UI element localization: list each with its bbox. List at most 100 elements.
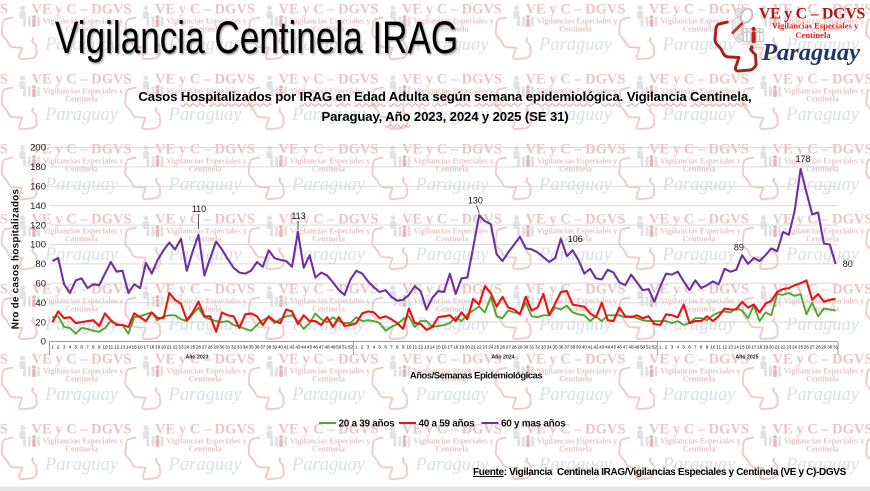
svg-text:2: 2 [361, 345, 364, 350]
svg-text:0: 0 [41, 337, 46, 348]
svg-text:140: 140 [30, 201, 46, 212]
svg-text:10: 10 [102, 345, 108, 350]
svg-text:44: 44 [301, 345, 307, 350]
svg-text:60: 60 [35, 279, 46, 290]
svg-text:60 y mas años: 60 y mas años [501, 419, 566, 430]
svg-text:4: 4 [677, 345, 680, 350]
svg-text:7: 7 [390, 345, 393, 350]
svg-text:7: 7 [694, 345, 697, 350]
svg-text:49: 49 [330, 345, 336, 350]
svg-text:1: 1 [659, 345, 662, 350]
svg-text:31: 31 [225, 345, 231, 350]
svg-text:47: 47 [319, 345, 325, 350]
svg-text:23: 23 [482, 345, 488, 350]
svg-text:45: 45 [307, 345, 313, 350]
svg-text:9: 9 [402, 345, 405, 350]
svg-text:8: 8 [396, 345, 399, 350]
svg-text:40: 40 [278, 345, 284, 350]
svg-text:36: 36 [254, 345, 260, 350]
svg-text:5: 5 [682, 345, 685, 350]
svg-text:17: 17 [447, 345, 453, 350]
svg-text:11: 11 [108, 345, 113, 350]
svg-text:6: 6 [688, 345, 691, 350]
svg-text:4: 4 [69, 345, 72, 350]
svg-text:35: 35 [553, 345, 559, 350]
svg-text:6: 6 [384, 345, 387, 350]
svg-text:8: 8 [700, 345, 703, 350]
svg-text:11: 11 [412, 345, 417, 350]
svg-text:43: 43 [295, 345, 301, 350]
svg-text:23: 23 [786, 345, 792, 350]
svg-text:52: 52 [348, 345, 354, 350]
svg-text:24: 24 [184, 345, 190, 350]
svg-text:20 a 39 años: 20 a 39 años [339, 419, 396, 430]
svg-text:30: 30 [219, 345, 225, 350]
svg-text:24: 24 [488, 345, 494, 350]
svg-text:2: 2 [57, 345, 60, 350]
svg-text:5: 5 [75, 345, 78, 350]
svg-text:9: 9 [98, 345, 101, 350]
svg-text:14: 14 [430, 345, 436, 350]
svg-text:25: 25 [798, 345, 804, 350]
svg-text:34: 34 [547, 345, 553, 350]
svg-text:29: 29 [517, 345, 523, 350]
svg-text:15: 15 [436, 345, 442, 350]
svg-text:180: 180 [30, 162, 46, 173]
svg-text:Vigilancias Especiales y: Vigilancias Especiales y [772, 21, 859, 31]
svg-text:36: 36 [558, 345, 564, 350]
svg-text:50: 50 [336, 345, 342, 350]
svg-text:22: 22 [780, 345, 786, 350]
svg-text:31: 31 [833, 345, 839, 350]
svg-text:3: 3 [367, 345, 370, 350]
svg-text:80: 80 [843, 259, 853, 269]
svg-text:29: 29 [821, 345, 827, 350]
svg-text:13: 13 [728, 345, 734, 350]
svg-text:12: 12 [114, 345, 120, 350]
svg-text:18: 18 [757, 345, 763, 350]
svg-text:40: 40 [35, 298, 46, 309]
svg-text:12: 12 [722, 345, 728, 350]
svg-text:26: 26 [500, 345, 506, 350]
svg-text:10: 10 [710, 345, 716, 350]
svg-text:10: 10 [406, 345, 412, 350]
svg-text:47: 47 [623, 345, 629, 350]
svg-text:Nro de casos hospitalizados: Nro de casos hospitalizados [11, 189, 22, 330]
svg-text:24: 24 [792, 345, 798, 350]
svg-text:27: 27 [506, 345, 512, 350]
svg-text:26: 26 [196, 345, 202, 350]
svg-text:89: 89 [734, 243, 744, 253]
svg-text:50: 50 [640, 345, 646, 350]
svg-text:20: 20 [465, 345, 471, 350]
svg-text:15: 15 [132, 345, 138, 350]
svg-text:Paraguay: Paraguay [761, 39, 860, 66]
svg-text:6: 6 [80, 345, 83, 350]
svg-text:110: 110 [192, 204, 206, 214]
svg-text:100: 100 [30, 240, 46, 251]
svg-text:39: 39 [272, 345, 278, 350]
svg-text:7: 7 [86, 345, 89, 350]
svg-text:20: 20 [35, 317, 46, 328]
svg-text:30: 30 [827, 345, 833, 350]
svg-text:120: 120 [30, 220, 46, 231]
svg-text:20: 20 [769, 345, 775, 350]
svg-text:18: 18 [149, 345, 155, 350]
svg-text:30: 30 [523, 345, 529, 350]
svg-text:34: 34 [243, 345, 249, 350]
svg-text:40 a 59 años: 40 a 59 años [419, 419, 476, 430]
svg-text:Años/Semanas Epidemiológicas: Años/Semanas Epidemiológicas [410, 370, 542, 381]
svg-text:Año 2025: Año 2025 [735, 355, 758, 361]
svg-text:14: 14 [126, 345, 132, 350]
svg-text:18: 18 [453, 345, 459, 350]
svg-text:16: 16 [745, 345, 751, 350]
svg-text:12: 12 [418, 345, 424, 350]
svg-text:16: 16 [441, 345, 447, 350]
svg-text:51: 51 [342, 345, 348, 350]
svg-text:1: 1 [51, 345, 54, 350]
svg-text:8: 8 [92, 345, 95, 350]
svg-text:41: 41 [284, 345, 290, 350]
svg-text:19: 19 [459, 345, 465, 350]
svg-text:200: 200 [30, 143, 46, 154]
svg-text:27: 27 [810, 345, 816, 350]
svg-text:49: 49 [634, 345, 640, 350]
svg-text:40: 40 [582, 345, 588, 350]
